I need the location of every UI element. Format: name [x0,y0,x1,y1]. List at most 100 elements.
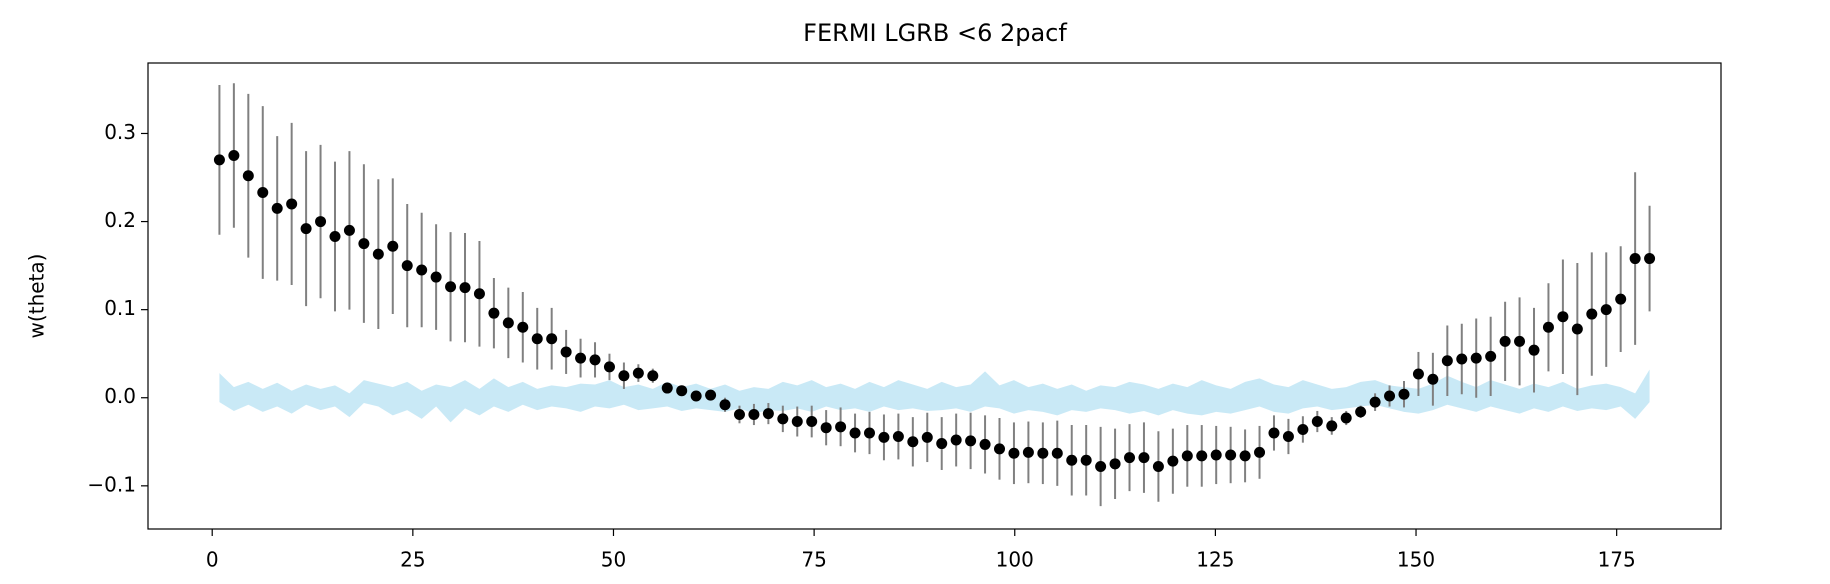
data-point [791,416,803,428]
data-point [907,436,919,448]
data-point [1239,450,1251,462]
data-point [1080,454,1092,466]
data-point [1268,427,1280,439]
chart-title: FERMI LGRB <6 2pacf [803,19,1067,47]
data-point [1095,460,1107,472]
data-point [1615,293,1627,305]
data-point [1340,412,1352,424]
data-point [575,352,587,364]
data-point [300,223,312,235]
data-point [1485,350,1497,362]
data-point [994,443,1006,455]
data-point [1427,373,1439,385]
data-point [257,186,269,198]
data-point [1022,446,1034,458]
data-point [1254,446,1266,458]
data-point [676,385,688,397]
data-point [1586,308,1598,320]
data-point [820,422,832,434]
data-point [1571,323,1583,335]
x-tick-label: 175 [1598,548,1636,572]
data-point [1528,344,1540,356]
data-point [1514,335,1526,347]
data-point [733,408,745,420]
data-point [748,408,760,420]
data-point [488,307,500,319]
data-point [401,260,413,272]
data-point [329,231,341,243]
confidence-band [219,369,1650,423]
data-point [358,238,370,250]
y-axis-label: w(theta) [25,254,49,339]
data-point [430,271,442,283]
data-point [459,282,471,294]
data-point [271,202,283,214]
data-point [762,408,774,420]
data-point [286,198,298,210]
data-point [1138,452,1150,464]
data-point [1326,420,1338,432]
x-tick-label: 0 [206,548,219,572]
plot-frame [147,62,1722,530]
data-point [1282,431,1294,443]
data-point [863,427,875,439]
data-point [1311,416,1323,428]
data-point [416,264,428,276]
data-point [531,333,543,345]
data-point [1051,447,1063,459]
data-point [690,390,702,402]
data-point [1167,455,1179,467]
data-point [213,154,225,166]
data-point [1441,355,1453,367]
data-point [517,321,529,333]
data-point [546,333,558,345]
y-tick-label: 0.3 [104,120,136,144]
data-point [892,431,904,443]
data-point [1181,450,1193,462]
x-tick-label: 125 [1196,548,1234,572]
data-point [1124,452,1136,464]
data-point [1008,447,1020,459]
data-point [242,170,254,182]
x-tick-label: 150 [1397,548,1435,572]
data-point [618,370,630,382]
data-point [1470,352,1482,364]
data-point [1398,388,1410,400]
data-point [921,431,933,443]
data-point [1557,311,1569,323]
data-point [965,435,977,447]
y-tick-label: 0.1 [104,296,136,320]
y-tick-label: −0.1 [87,472,136,496]
data-point [1369,396,1381,408]
data-point [1037,447,1049,459]
data-point [1542,321,1554,333]
x-tick-label: 50 [601,548,626,572]
data-point [1499,335,1511,347]
data-point [387,240,399,252]
data-point [1109,458,1121,470]
data-point [705,389,717,401]
data-point [647,370,659,382]
data-point [1412,368,1424,380]
x-tick-label: 75 [801,548,826,572]
data-point [1600,304,1612,316]
data-point [719,399,731,411]
data-point [1355,406,1367,418]
data-point [1196,450,1208,462]
data-point [661,382,673,394]
data-point [343,224,355,236]
data-point [502,317,514,329]
data-point [1629,253,1641,265]
data-point [589,354,601,366]
x-tick-label: 100 [996,548,1034,572]
data-point [1384,390,1396,402]
data-point [473,288,485,300]
data-point [1066,454,1078,466]
data-point [849,427,861,439]
data-point [1644,253,1656,265]
data-point [560,346,572,358]
data-point [1152,460,1164,472]
data-point [1210,449,1222,461]
data-point [835,421,847,433]
